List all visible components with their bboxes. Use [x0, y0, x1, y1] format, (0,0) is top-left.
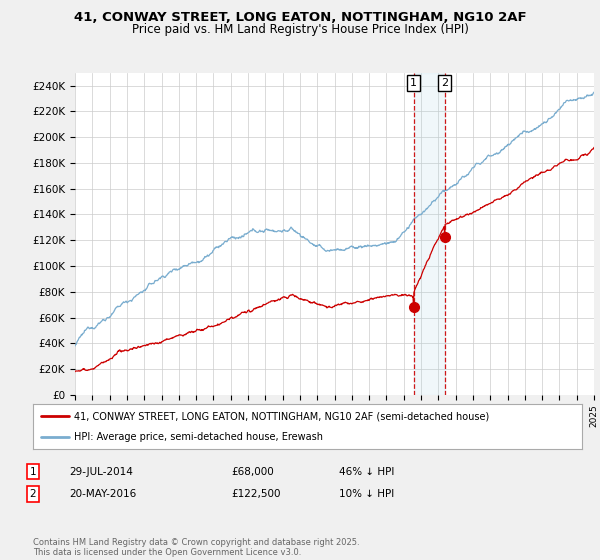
Text: 29-JUL-2014: 29-JUL-2014 — [69, 466, 133, 477]
Text: Price paid vs. HM Land Registry's House Price Index (HPI): Price paid vs. HM Land Registry's House … — [131, 23, 469, 36]
Text: Contains HM Land Registry data © Crown copyright and database right 2025.
This d: Contains HM Land Registry data © Crown c… — [33, 538, 359, 557]
Text: HPI: Average price, semi-detached house, Erewash: HPI: Average price, semi-detached house,… — [74, 432, 323, 442]
Text: 2: 2 — [441, 78, 448, 88]
Text: 20-MAY-2016: 20-MAY-2016 — [69, 489, 136, 499]
Text: 2: 2 — [29, 489, 37, 499]
Text: £68,000: £68,000 — [231, 466, 274, 477]
Text: 1: 1 — [29, 466, 37, 477]
Text: 41, CONWAY STREET, LONG EATON, NOTTINGHAM, NG10 2AF: 41, CONWAY STREET, LONG EATON, NOTTINGHA… — [74, 11, 526, 24]
Text: 41, CONWAY STREET, LONG EATON, NOTTINGHAM, NG10 2AF (semi-detached house): 41, CONWAY STREET, LONG EATON, NOTTINGHA… — [74, 412, 490, 422]
Text: 1: 1 — [410, 78, 417, 88]
Text: 46% ↓ HPI: 46% ↓ HPI — [339, 466, 394, 477]
Text: £122,500: £122,500 — [231, 489, 281, 499]
Text: 10% ↓ HPI: 10% ↓ HPI — [339, 489, 394, 499]
Bar — [413, 73, 445, 395]
